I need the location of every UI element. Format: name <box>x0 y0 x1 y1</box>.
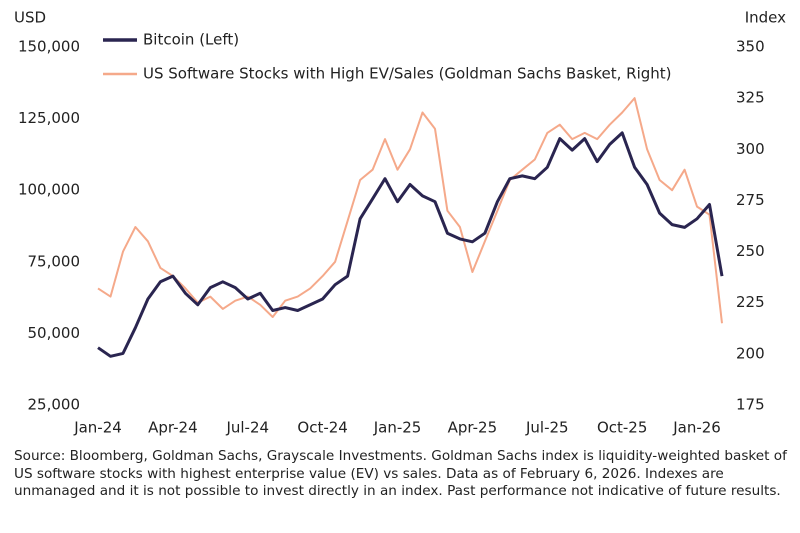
legend-label: US Software Stocks with High EV/Sales (G… <box>143 65 672 83</box>
y2-tick-label: 350 <box>736 38 765 56</box>
y-tick-label: 150,000 <box>18 38 80 56</box>
y2-tick-label: 275 <box>736 191 765 209</box>
y2-tick-label: 325 <box>736 89 765 107</box>
series-line <box>97 97 723 324</box>
series-line <box>97 131 724 358</box>
y-axis-label: USD <box>14 9 46 27</box>
x-tick-label: Apr-24 <box>148 419 198 437</box>
x-tick-label: Apr-25 <box>448 419 498 437</box>
y2-tick-label: 200 <box>736 344 765 362</box>
source-note: Source: Bloomberg, Goldman Sachs, Graysc… <box>14 448 787 499</box>
legend-label: Bitcoin (Left) <box>143 31 239 49</box>
x-tick-label: Jan-25 <box>373 419 422 437</box>
x-tick-label: Jan-26 <box>672 419 721 437</box>
chart: USD Index 25,000 50,000 75,000 100,000 125,0… <box>14 9 786 437</box>
x-tick-label: Oct-25 <box>597 419 647 437</box>
y2-tick-label: 225 <box>736 293 765 311</box>
y-tick-label: 75,000 <box>28 252 81 270</box>
y2-tick-label: 300 <box>736 140 765 158</box>
y-tick-label: 125,000 <box>18 109 80 127</box>
y2-tick-label: 250 <box>736 242 765 260</box>
y2-tick-label: 175 <box>736 396 765 414</box>
x-tick-label: Jul-24 <box>225 419 269 437</box>
y-tick-label: 100,000 <box>18 181 80 199</box>
x-tick-label: Jul-25 <box>525 419 569 437</box>
y2-axis-label: Index <box>745 9 786 27</box>
y-tick-label: 50,000 <box>28 324 81 342</box>
x-tick-label: Jan-24 <box>73 419 122 437</box>
x-tick-label: Oct-24 <box>297 419 347 437</box>
y-tick-label: 25,000 <box>28 396 81 414</box>
